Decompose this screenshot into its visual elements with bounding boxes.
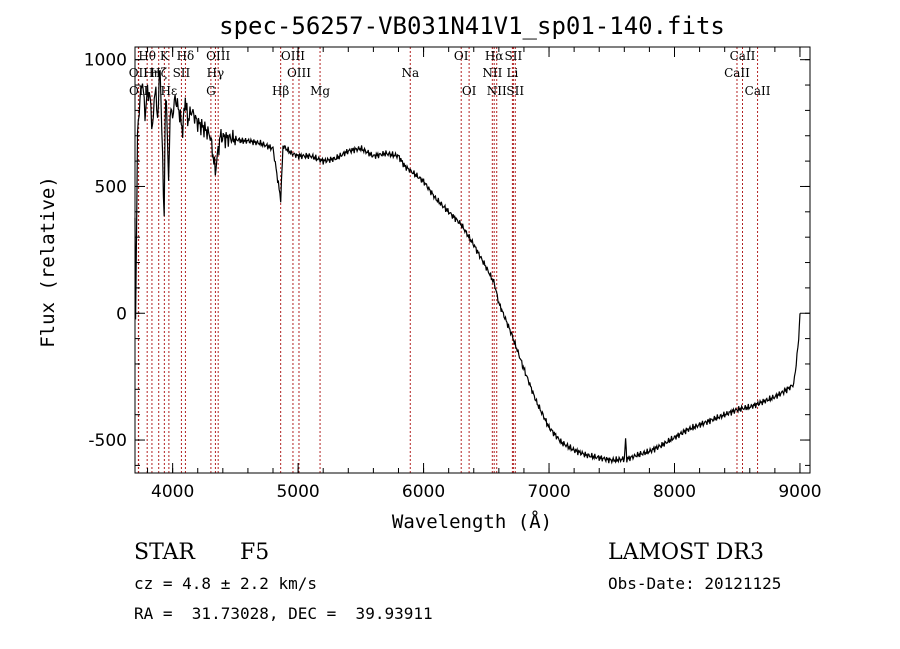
- line-label-10: Hγ: [207, 66, 225, 80]
- survey-name: LAMOST DR3: [608, 540, 764, 565]
- x-axis-label: Wavelength (Å): [392, 510, 552, 533]
- line-label-26: CaII: [724, 66, 750, 80]
- line-label-5: K: [160, 49, 170, 63]
- plot-frame: [134, 46, 811, 474]
- line-label-24: SII: [506, 84, 524, 98]
- line-label-2: OII: [129, 84, 149, 98]
- y-tick-label-1: 0: [116, 304, 127, 324]
- line-label-22: Li: [506, 66, 518, 80]
- line-label-6: Hε: [161, 84, 178, 98]
- coordinates: RA = 31.73028, DEC = 39.93911: [134, 604, 433, 623]
- line-label-27: CaII: [745, 84, 771, 98]
- x-tick-label-1: 5000: [276, 482, 319, 502]
- y-tick-label-2: 500: [95, 177, 127, 197]
- y-axis: -500 0 500 1000: [84, 51, 810, 466]
- line-label-23: NII: [487, 84, 507, 98]
- line-label-7: Hδ: [177, 49, 195, 63]
- y-tick-label-0: -500: [88, 431, 127, 451]
- spectrum-line: [134, 70, 801, 465]
- line-label-8: SII: [173, 66, 191, 80]
- line-label-21: NII: [482, 66, 502, 80]
- object-class: STAR: [134, 540, 195, 565]
- y-tick-label-3: 1000: [84, 51, 127, 71]
- line-label-14: OIII: [287, 66, 311, 80]
- observation-date: Obs-Date: 20121125: [608, 574, 782, 593]
- x-tick-label-2: 6000: [402, 482, 445, 502]
- redshift-cz: cz = 4.8 ± 2.2 km/s: [134, 574, 318, 593]
- line-label-18: OI: [462, 84, 477, 98]
- chart-title: spec-56257-VB031N41V1_sp01-140.fits: [219, 12, 725, 40]
- x-tick-label-3: 7000: [527, 482, 570, 502]
- line-label-19: Hα: [485, 49, 504, 63]
- line-label-16: Na: [401, 66, 419, 80]
- y-axis-label: Flux (relative): [37, 176, 59, 348]
- line-label-11: G: [206, 84, 216, 98]
- line-label-20: SII: [505, 49, 523, 63]
- x-tick-label-0: 4000: [151, 482, 194, 502]
- line-label-1: OII: [129, 66, 149, 80]
- line-label-13: OIII: [281, 49, 305, 63]
- line-label-12: Hβ: [272, 84, 289, 98]
- line-label-25: CaII: [730, 49, 756, 63]
- line-label-15: Mg: [310, 84, 330, 98]
- line-label-3: Hη: [143, 66, 161, 80]
- object-subclass: F5: [240, 540, 270, 565]
- x-tick-label-5: 9000: [778, 482, 821, 502]
- x-axis: 4000 5000 6000 7000 8000 9000: [147, 47, 822, 502]
- spectral-line-markers: [137, 47, 759, 473]
- line-label-9: OIII: [206, 49, 230, 63]
- line-label-17: OI: [454, 49, 469, 63]
- x-tick-label-4: 8000: [653, 482, 696, 502]
